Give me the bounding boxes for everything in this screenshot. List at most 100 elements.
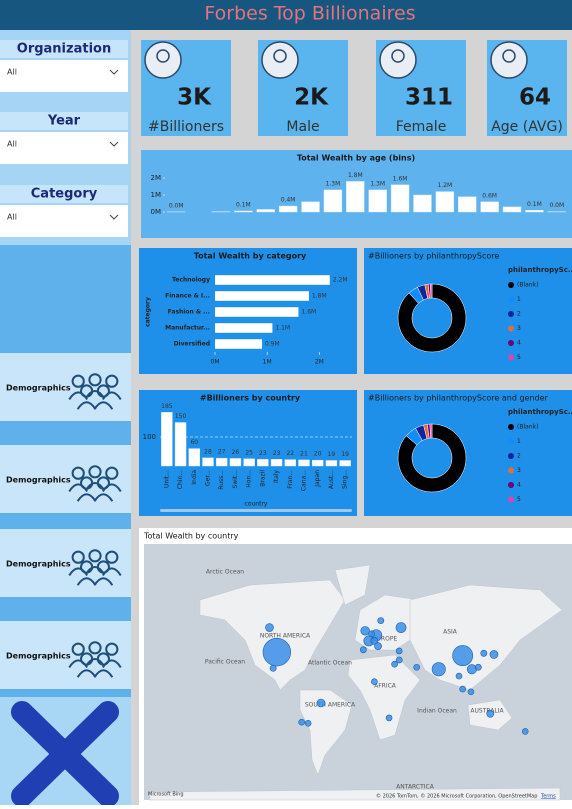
- data-label: 26: [232, 449, 240, 456]
- data-label: 27: [218, 449, 226, 456]
- nav-button[interactable]: Demographics: [0, 353, 131, 421]
- data-label: 1.3M: [326, 180, 341, 187]
- map-bubble: [490, 650, 498, 658]
- map-bubble: [475, 664, 481, 670]
- card-label: Male: [286, 119, 319, 135]
- data-label: 1.3M: [370, 180, 385, 187]
- bar: [244, 459, 255, 466]
- chart-title: Total Wealth by country: [143, 532, 239, 541]
- nav-button[interactable]: Demographics: [0, 445, 131, 513]
- legend-swatch: [508, 482, 514, 488]
- bar: [216, 458, 227, 466]
- map-bubble: [374, 643, 381, 650]
- slicer-dropdown[interactable]: [0, 60, 128, 92]
- card-value: 3K: [177, 85, 212, 111]
- button-label: Demographics: [6, 652, 71, 661]
- bar: [215, 275, 330, 285]
- nav-button[interactable]: Demographics: [0, 621, 131, 689]
- data-label: 2.2M: [333, 277, 348, 284]
- page-title: Forbes Top Billionaires: [204, 3, 415, 25]
- bar: [391, 185, 409, 212]
- map-bubble: [263, 638, 291, 666]
- card-label: Age (AVG): [491, 119, 563, 135]
- y-tick-label: 2M: [151, 174, 162, 182]
- button-label: Demographics: [6, 384, 71, 393]
- data-label: 1.8M: [312, 293, 327, 300]
- slicer-label: Year: [47, 114, 81, 129]
- card-label: Female: [396, 119, 447, 135]
- legend-label: 4: [517, 340, 521, 347]
- card-icon: [380, 42, 416, 78]
- legend-label: 2: [517, 311, 521, 318]
- x-tick-label: Chin...: [177, 470, 184, 489]
- bar: [312, 460, 323, 466]
- card-value: 64: [519, 85, 551, 111]
- legend-swatch: [508, 468, 514, 474]
- slicer-value: All: [7, 140, 17, 149]
- legend-label: (Blank): [517, 424, 538, 431]
- kpi-card: 64 Age (AVG): [487, 40, 567, 136]
- data-label: 19: [341, 451, 349, 458]
- y-tick-label: 1M: [151, 191, 162, 199]
- map-bubble: [432, 663, 445, 676]
- chart-panel: #Billioners by country100185Unit...150Ch…: [139, 390, 357, 516]
- y-tick-label: Finance & I...: [165, 293, 210, 300]
- button-label: Demographics: [6, 560, 71, 569]
- card-label: #Billioners: [148, 119, 224, 135]
- x-tick-label: Aust...: [328, 470, 335, 489]
- map-bubble: [371, 679, 377, 685]
- x-tick-label: 0M: [211, 359, 220, 366]
- scrollbar[interactable]: [160, 509, 352, 512]
- map-bubble: [360, 647, 366, 653]
- chart-title: #Billioners by philanthropyScore: [368, 252, 499, 261]
- slicer-dropdown[interactable]: [0, 205, 128, 237]
- map-bubble: [468, 689, 474, 695]
- slicer[interactable]: Year All: [0, 112, 128, 164]
- y-axis-title: category: [145, 297, 152, 327]
- x-tick-label: Sing...: [342, 470, 349, 489]
- map-label: AFRICA: [374, 683, 397, 690]
- x-tick-label: Japan: [314, 470, 321, 488]
- map-bubble: [481, 650, 487, 656]
- data-label: 0.0M: [169, 202, 184, 209]
- data-label: 0.0M: [549, 202, 564, 209]
- map-terms[interactable]: Terms: [540, 794, 556, 800]
- legend-label: 3: [517, 325, 521, 332]
- slicer-value: All: [7, 68, 17, 77]
- nav-button[interactable]: Demographics: [0, 529, 131, 597]
- bar: [215, 339, 262, 349]
- data-label: 22: [286, 450, 294, 457]
- x-tick-label: Italy: [273, 470, 280, 483]
- data-label: 0.1M: [236, 201, 251, 208]
- y-tick-label: 100: [143, 433, 156, 441]
- chart-title: Total Wealth by category: [194, 252, 307, 261]
- data-label: 20: [314, 451, 322, 458]
- x-tick-label: Fran...: [287, 470, 294, 489]
- data-label: 1.8M: [348, 172, 363, 179]
- bar: [414, 195, 432, 212]
- card-value: 2K: [294, 85, 329, 111]
- legend-swatch: [508, 453, 514, 459]
- chart-panel: #Billioners by philanthropyScore philanth…: [364, 248, 572, 374]
- x-tick-label: Hon...: [246, 470, 253, 488]
- chart-title: Total Wealth by age (bins): [297, 154, 415, 163]
- data-label: 0.4M: [281, 197, 296, 204]
- x-tick-label: Cana...: [301, 470, 308, 491]
- legend-title: philanthropySc...: [508, 266, 572, 274]
- kpi-card: 2K Male: [258, 40, 348, 136]
- x-tick-label: India: [191, 470, 198, 485]
- data-label: 23: [273, 450, 281, 457]
- button-label: Demographics: [6, 476, 71, 485]
- legend-label: 3: [517, 467, 521, 474]
- data-label: 25: [245, 449, 253, 456]
- x-tick-label: Brazil: [259, 470, 266, 487]
- map-bubble: [265, 624, 273, 632]
- x-axis-title: country: [245, 501, 268, 508]
- slicer-dropdown[interactable]: [0, 132, 128, 164]
- x-tick-label: 2M: [315, 359, 324, 366]
- bar: [326, 460, 337, 466]
